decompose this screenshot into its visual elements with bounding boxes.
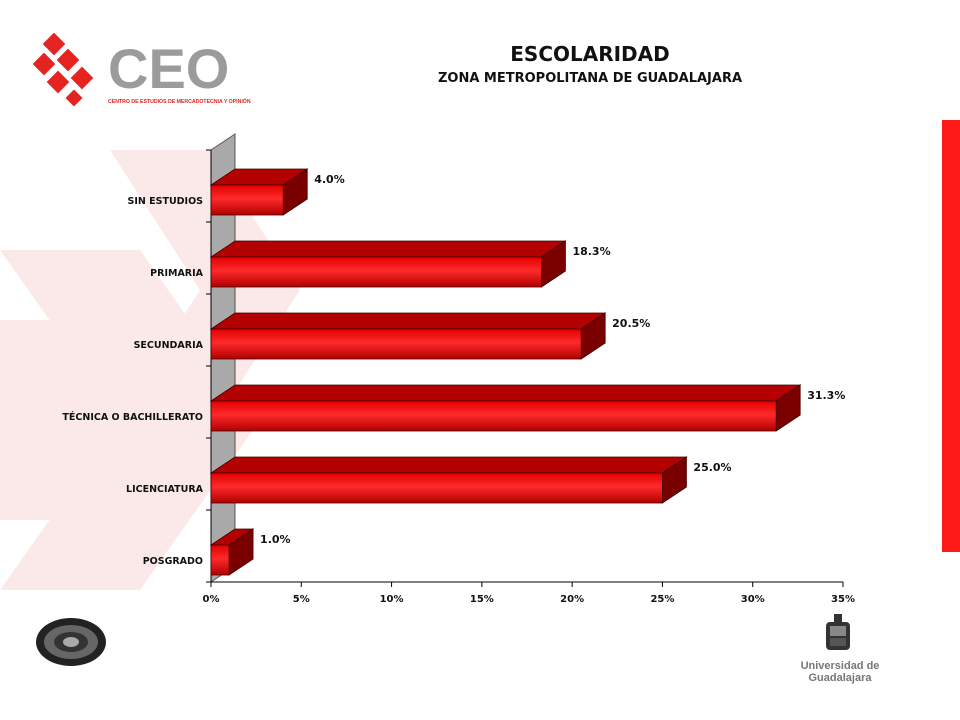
category-label: POSGRADO	[143, 556, 203, 567]
data-label: 18.3%	[572, 245, 610, 258]
category-label: PRIMARIA	[150, 268, 203, 279]
x-tick-label: 15%	[470, 594, 494, 605]
x-tick-label: 30%	[741, 594, 765, 605]
data-label: 20.5%	[612, 317, 650, 330]
data-label: 4.0%	[314, 173, 345, 186]
page-subtitle: ZONA METROPOLITANA DE GUADALAJARA	[437, 71, 743, 86]
logo-tagline: CENTRO DE ESTUDIOS DE MERCADOTECNIA Y OP…	[108, 97, 251, 105]
university-name: Universidad de Guadalajara	[800, 660, 880, 684]
x-tick-label: 20%	[560, 594, 584, 605]
seal-emblem	[34, 616, 108, 668]
data-label: 1.0%	[260, 533, 291, 546]
category-label: TÉCNICA O BACHILLERATO	[62, 411, 203, 423]
bar	[210, 472, 663, 504]
x-tick-label: 25%	[650, 594, 674, 605]
bar	[210, 400, 777, 432]
x-tick-label: 0%	[203, 594, 220, 605]
data-label: 31.3%	[807, 389, 845, 402]
x-tick-label: 35%	[831, 594, 855, 605]
bar-top	[209, 312, 607, 330]
category-label: SECUNDARIA	[134, 340, 204, 351]
bar-top	[209, 456, 688, 474]
data-label: 25.0%	[693, 461, 731, 474]
logo-wordmark: CEO	[108, 37, 229, 100]
ceo-logo: CEO CENTRO DE ESTUDIOS DE MERCADOTECNIA …	[28, 30, 258, 114]
x-tick-label: 10%	[380, 594, 404, 605]
bar-top	[209, 384, 802, 402]
bar-top	[209, 240, 567, 258]
university-crest	[768, 612, 908, 674]
category-label: LICENCIATURA	[126, 484, 204, 495]
bar	[210, 184, 284, 216]
bar	[210, 544, 230, 576]
bar	[210, 328, 582, 360]
bar	[210, 256, 542, 288]
page-title: ESCOLARIDAD	[510, 42, 670, 66]
accent-strip	[942, 120, 960, 552]
category-label: SIN ESTUDIOS	[128, 196, 204, 207]
x-tick-label: 5%	[293, 594, 310, 605]
